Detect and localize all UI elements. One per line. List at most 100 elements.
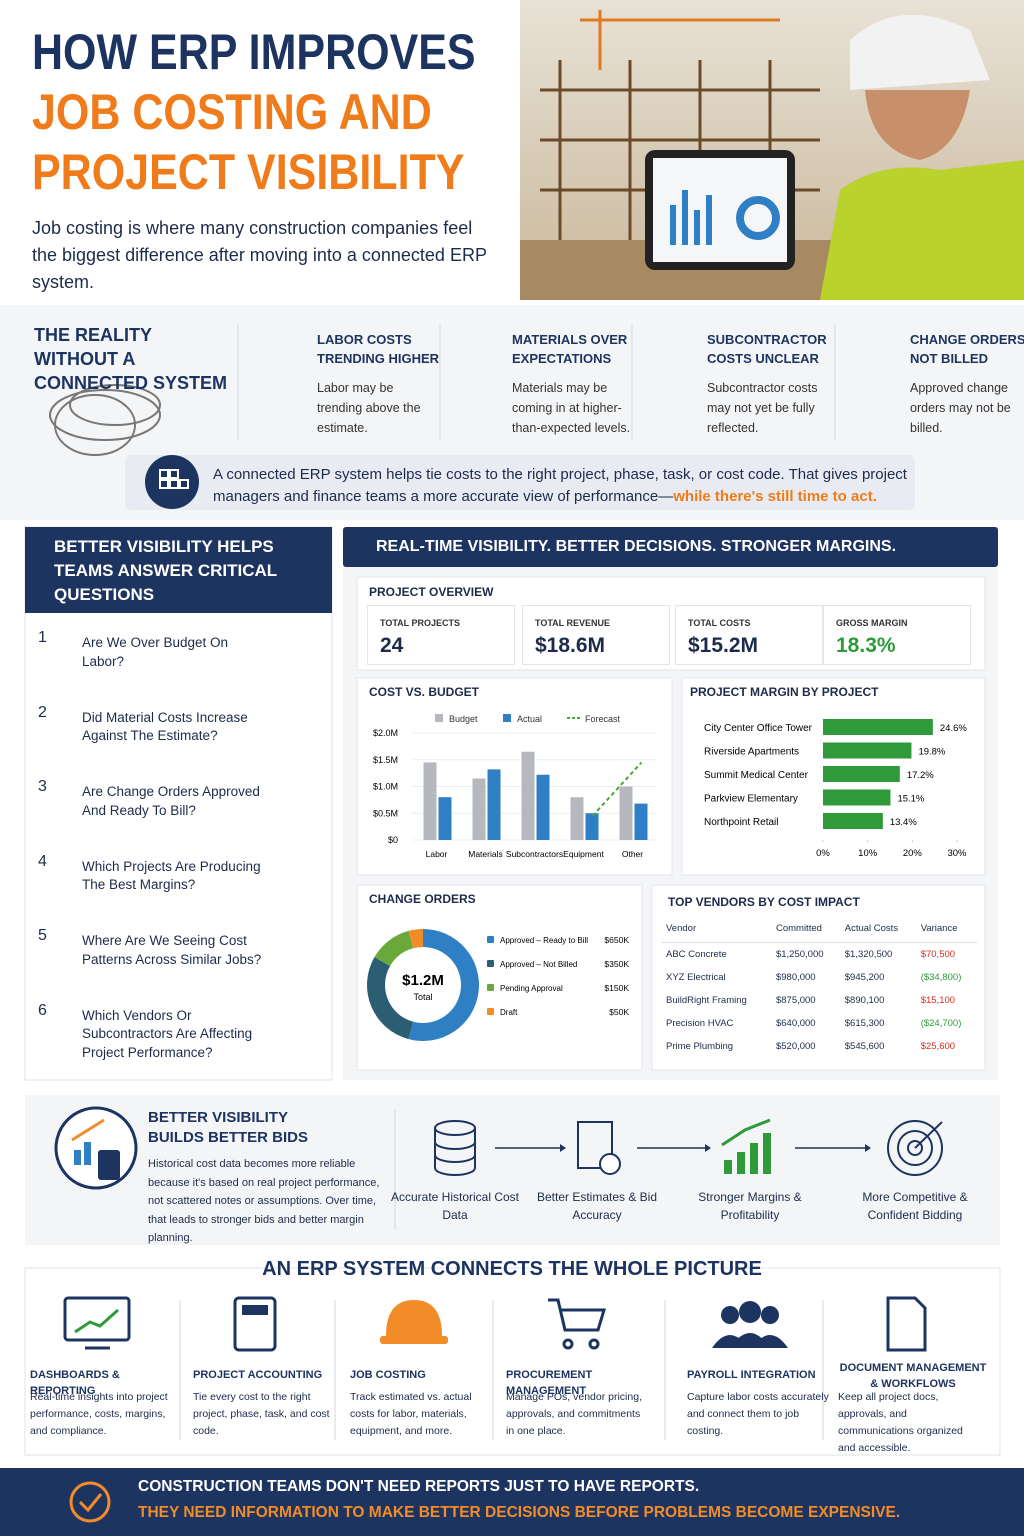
donut-slice bbox=[374, 930, 414, 966]
vendor-table: Vendor Committed Actual Costs Variance ABC C… bbox=[662, 918, 977, 1058]
kpi-value: $15.2M bbox=[688, 634, 759, 657]
table-cell: $545,600 bbox=[844, 1041, 885, 1052]
center-label: Total bbox=[413, 992, 432, 1002]
question-icon: 1 bbox=[38, 629, 47, 647]
callout: A connected ERP system helps tie costs t… bbox=[213, 464, 923, 508]
legend-swatch bbox=[487, 960, 494, 967]
title-line: HOW ERP IMPROVES bbox=[32, 24, 476, 80]
question-icon: 2 bbox=[38, 704, 47, 722]
kpi-label: GROSS MARGIN bbox=[836, 618, 908, 628]
table-row: BuildRight Framing $875,000 $890,100 $15,10… bbox=[662, 989, 977, 1012]
panel-heading: BETTER VISIBILITY HELPS TEAMS ANSWER CRI… bbox=[54, 537, 277, 604]
table-cell: $520,000 bbox=[775, 1041, 816, 1052]
module-title: PROJECT ACCOUNTING bbox=[193, 1369, 323, 1381]
donut-slice bbox=[367, 957, 414, 1040]
y-tick-label: $0.5M bbox=[373, 808, 398, 818]
chart-title: COST VS. BUDGET bbox=[369, 685, 480, 699]
bar bbox=[521, 751, 535, 840]
module-title: PAYROLL INTEGRATION bbox=[687, 1369, 816, 1381]
x-tick-label: 20% bbox=[903, 848, 923, 859]
forecast-line bbox=[591, 761, 643, 817]
kpi-value: 24 bbox=[380, 634, 404, 657]
category-label: Northpoint Retail bbox=[704, 817, 778, 828]
table-cell: $15,100 bbox=[920, 995, 956, 1006]
kpi-label: TOTAL PROJECTS bbox=[380, 618, 461, 628]
value-label: 17.2% bbox=[907, 770, 934, 781]
hero-photo bbox=[520, 0, 1024, 300]
card-heading: PROJECT OVERVIEW bbox=[369, 585, 494, 599]
category-label: City Center Office Tower bbox=[704, 723, 813, 734]
number: 6 bbox=[38, 1001, 47, 1019]
bar bbox=[536, 774, 550, 840]
question-icon: 3 bbox=[38, 778, 47, 796]
value-label: $650K bbox=[604, 935, 629, 945]
title-line: PROJECT VISIBILITY bbox=[32, 144, 465, 200]
x-tick-label: 30% bbox=[947, 848, 967, 859]
x-tick-label: Equipment bbox=[563, 849, 604, 859]
item-title: MATERIALS OVER EXPECTATIONS bbox=[512, 332, 628, 366]
chart-title: CHANGE ORDERS bbox=[369, 892, 476, 906]
value-label: $350K bbox=[604, 959, 629, 969]
item-text: Materials may be coming in at higher-tha… bbox=[512, 381, 631, 435]
callout-highlight: while there's still time to act. bbox=[673, 488, 877, 505]
callout-text: A connected ERP system helps tie costs t… bbox=[213, 466, 907, 505]
table-row: Precision HVAC $640,000 $615,300 ($24,700) bbox=[662, 1012, 977, 1035]
table-cell: ABC Concrete bbox=[666, 949, 727, 960]
x-tick-label: Subcontractors bbox=[506, 849, 563, 859]
column-header: Actual Costs bbox=[844, 923, 899, 934]
bar bbox=[472, 778, 486, 840]
legend-swatch bbox=[487, 1008, 494, 1015]
legend-swatch bbox=[503, 714, 511, 722]
footer-line: CONSTRUCTION TEAMS DON'T NEED REPORTS JU… bbox=[138, 1478, 700, 1495]
intro: Job costing is where many construction c… bbox=[32, 218, 487, 292]
item-title: LABOR COSTS TRENDING HIGHER bbox=[317, 332, 440, 366]
module-title: JOB COSTING bbox=[350, 1369, 426, 1381]
question-icon: 6 bbox=[38, 1002, 47, 1020]
step-label: Better Estimates & Bid Accuracy bbox=[536, 1190, 658, 1222]
kpi-value: 18.3% bbox=[836, 634, 896, 657]
module-text: Keep all project docs, approvals, and co… bbox=[838, 1391, 963, 1454]
donut-slice bbox=[408, 929, 423, 949]
table-cell: Precision HVAC bbox=[666, 1018, 734, 1029]
item-text: Labor may be trending above the estimate… bbox=[317, 381, 421, 435]
legend-label: Approved – Ready to Bill bbox=[500, 936, 588, 945]
table-row: XYZ Electrical $980,000 $945,200 ($34,800) bbox=[662, 966, 977, 989]
table-cell: $640,000 bbox=[775, 1018, 816, 1029]
value-label: 24.6% bbox=[940, 723, 967, 734]
table-cell: ($24,700) bbox=[920, 1018, 962, 1029]
module-text: Manage POs, vendor pricing, approvals, a… bbox=[506, 1391, 642, 1437]
kpi-label: TOTAL REVENUE bbox=[535, 618, 611, 628]
legend-swatch bbox=[435, 714, 443, 722]
modules-heading: AN ERP SYSTEM CONNECTS THE WHOLE PICTURE bbox=[262, 1258, 762, 1280]
number: 4 bbox=[38, 852, 47, 870]
legend-swatch bbox=[487, 984, 494, 991]
center-value: $1.2M bbox=[402, 972, 444, 989]
title-line: JOB COSTING AND bbox=[32, 84, 432, 140]
table-cell: BuildRight Framing bbox=[666, 995, 747, 1006]
table-cell: $25,600 bbox=[920, 1041, 956, 1052]
bar bbox=[823, 789, 891, 806]
table-cell: $1,320,500 bbox=[844, 949, 893, 960]
column-header: Variance bbox=[920, 923, 958, 934]
step-label: Accurate Historical Cost Data bbox=[390, 1190, 520, 1222]
table-row: Prime Plumbing $520,000 $545,600 $25,600 bbox=[662, 1035, 977, 1058]
module-text: Tie every cost to the right project, pha… bbox=[193, 1391, 330, 1437]
item-title: SUBCONTRACTOR COSTS UNCLEAR bbox=[707, 332, 827, 366]
table-cell: Prime Plumbing bbox=[666, 1041, 734, 1052]
cost-chart: COST VS. BUDGET Budget Actual Forecast $0 $0… bbox=[369, 685, 657, 859]
module-title: PROCUREMENT MANAGEMENT bbox=[506, 1369, 593, 1397]
bar bbox=[438, 797, 452, 840]
donut-slice bbox=[408, 929, 480, 1041]
bar bbox=[823, 813, 883, 829]
module-title: DASHBOARDS & REPORTING bbox=[30, 1369, 120, 1397]
column-header: Committed bbox=[775, 923, 822, 934]
bar bbox=[570, 797, 584, 840]
x-tick-label: Labor bbox=[426, 849, 448, 859]
item-text: Subcontractor costs may not yet be fully… bbox=[707, 381, 818, 435]
module-text: Track estimated vs. actual costs for lab… bbox=[350, 1391, 472, 1437]
legend-label: Approved – Not Billed bbox=[500, 960, 577, 969]
value-label: $150K bbox=[604, 983, 629, 993]
